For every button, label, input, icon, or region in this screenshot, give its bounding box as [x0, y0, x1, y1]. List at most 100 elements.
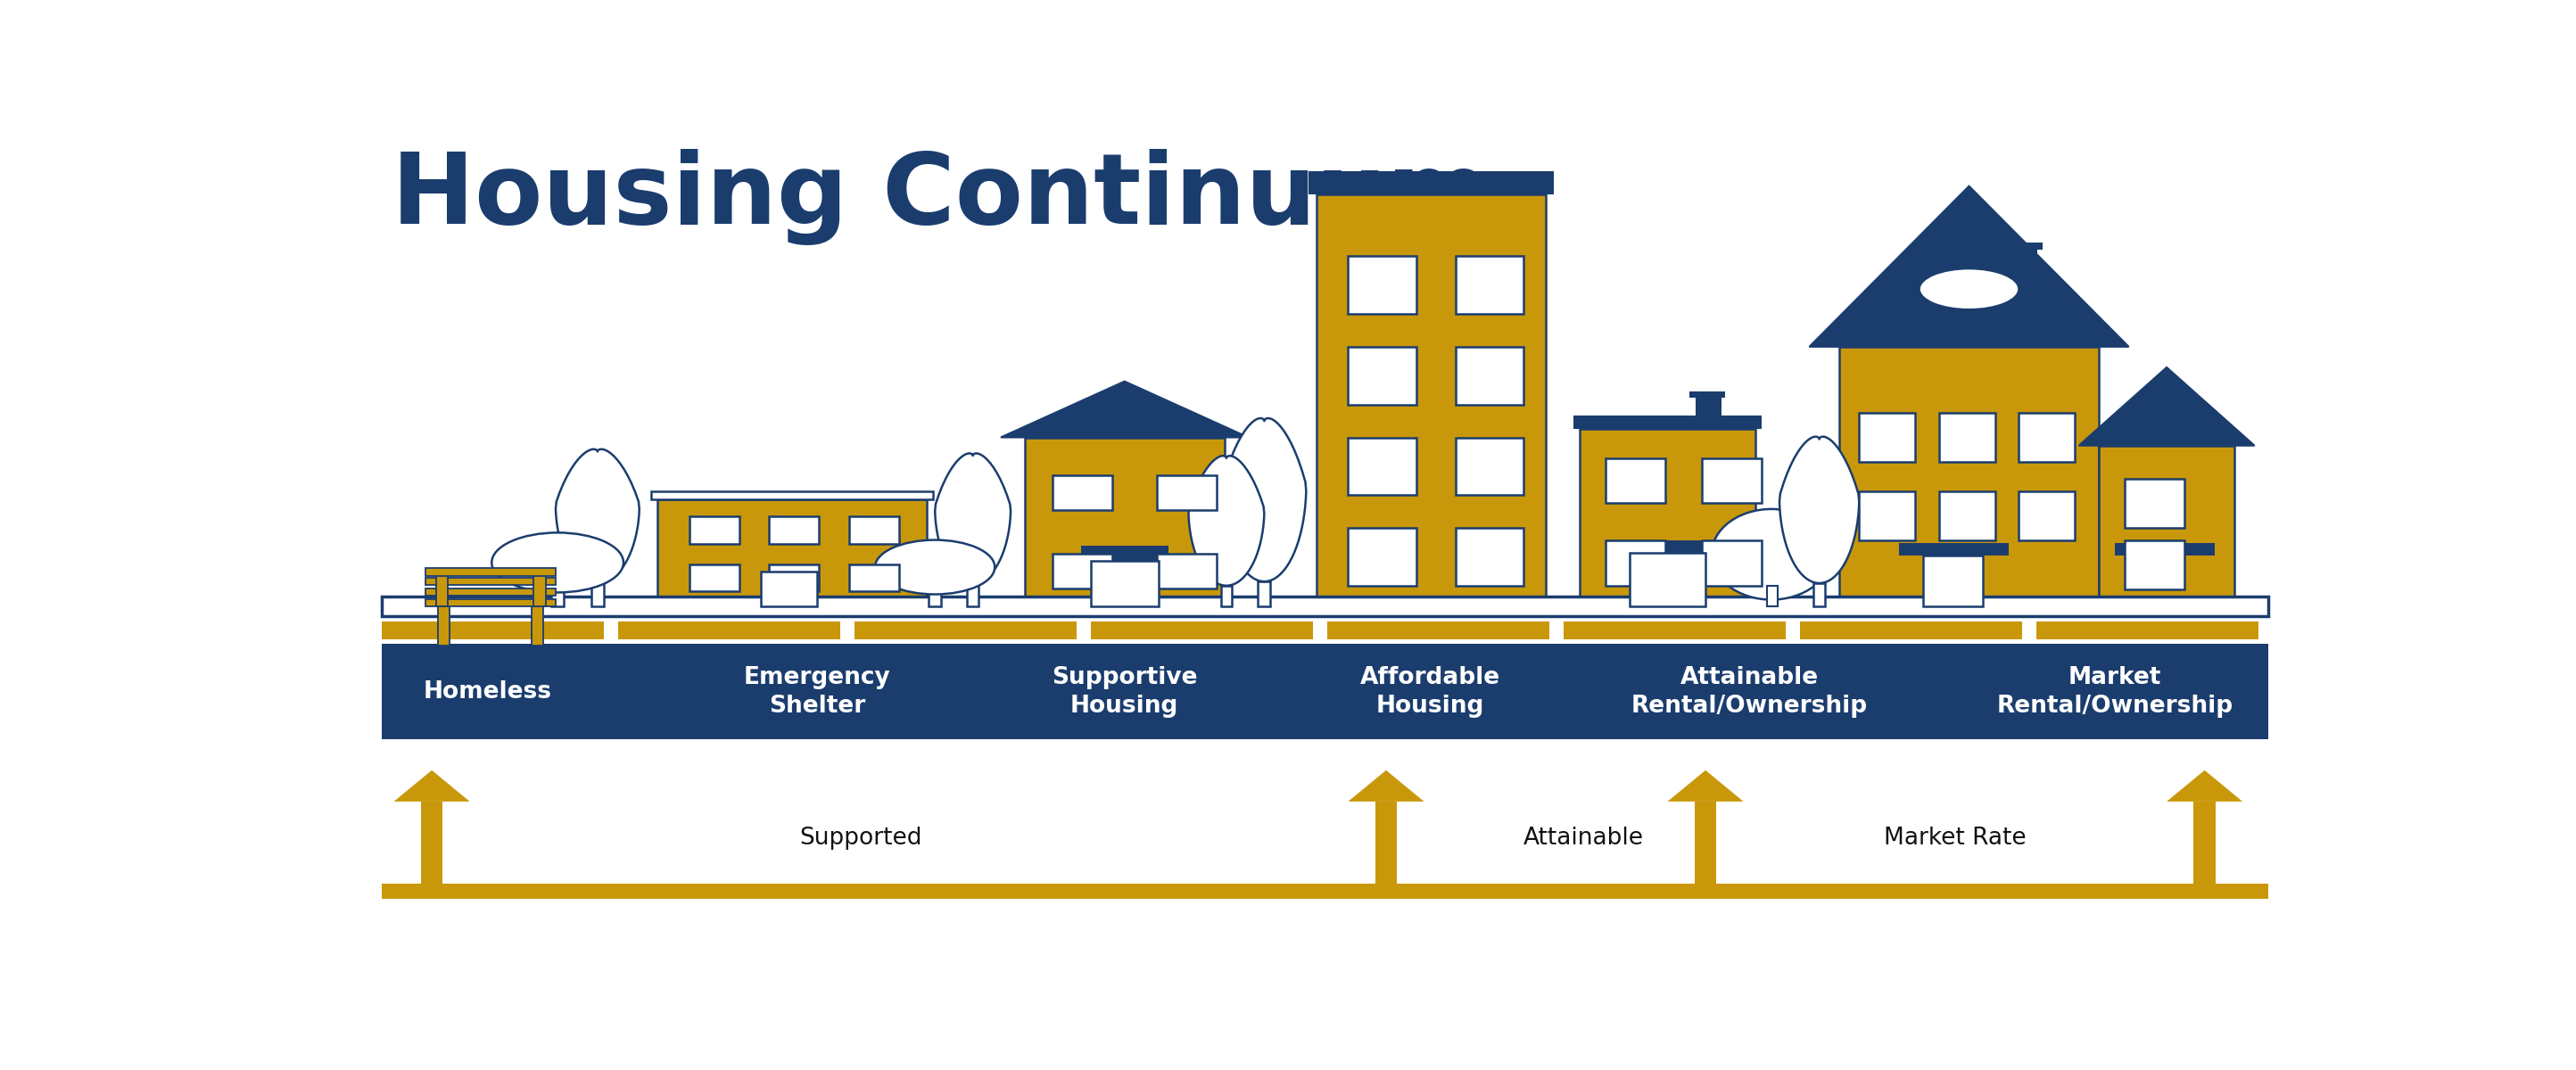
Bar [1376, 801, 1396, 884]
Bar [1455, 438, 1525, 495]
Bar [1316, 195, 1546, 607]
Text: Affordable
Housing: Affordable Housing [1360, 666, 1499, 717]
Ellipse shape [876, 540, 994, 594]
Bar [381, 596, 2269, 616]
Polygon shape [556, 449, 639, 583]
Bar [1221, 585, 1231, 607]
Ellipse shape [1710, 509, 1832, 599]
Bar [657, 499, 927, 607]
Polygon shape [1808, 186, 2128, 347]
Bar [1090, 621, 1314, 639]
Bar [690, 564, 739, 592]
Bar [1940, 413, 1994, 462]
Bar [425, 599, 556, 607]
Bar [1615, 540, 1716, 553]
Bar [855, 621, 1077, 639]
Bar [618, 621, 840, 639]
Bar [531, 607, 544, 646]
Bar [762, 571, 817, 607]
Bar [1327, 621, 1551, 639]
Bar [425, 588, 556, 596]
Bar [425, 568, 556, 576]
Text: Homeless: Homeless [422, 679, 551, 703]
Bar [1860, 413, 1914, 462]
Polygon shape [935, 454, 1010, 583]
Bar [1839, 347, 2099, 607]
Bar [1605, 540, 1667, 585]
Bar [1574, 416, 1762, 429]
Bar [1695, 393, 1721, 416]
Bar [1767, 585, 1777, 607]
Bar [551, 585, 564, 607]
Bar [1347, 528, 1417, 585]
Bar [1455, 528, 1525, 585]
Bar [1090, 561, 1159, 607]
Bar [1703, 458, 1762, 503]
Bar [2099, 445, 2233, 607]
Polygon shape [1780, 437, 1860, 583]
Bar [2125, 478, 2184, 528]
Bar [1455, 256, 1525, 314]
Bar [1579, 429, 1754, 607]
Text: Emergency
Shelter: Emergency Shelter [744, 666, 891, 717]
Bar [435, 569, 448, 607]
Bar [381, 644, 2269, 739]
Bar [770, 517, 819, 544]
Bar [2125, 540, 2184, 590]
Polygon shape [1224, 418, 1306, 582]
Polygon shape [1667, 770, 1744, 801]
Bar [425, 578, 556, 585]
Bar [1703, 540, 1762, 585]
Text: Supportive
Housing: Supportive Housing [1051, 666, 1198, 717]
Bar [2195, 801, 2215, 884]
Bar [1082, 546, 1170, 561]
Bar [1455, 347, 1525, 404]
Bar [2004, 243, 2043, 249]
Bar [1690, 392, 1726, 398]
Bar [1347, 256, 1417, 314]
Text: Attainable: Attainable [1522, 827, 1643, 851]
Bar [966, 583, 979, 607]
Bar [770, 564, 819, 592]
Bar [1157, 553, 1216, 588]
Text: Attainable
Rental/Ownership: Attainable Rental/Ownership [1631, 666, 1868, 717]
Bar [1631, 553, 1705, 607]
Bar [652, 491, 933, 499]
Bar [592, 583, 603, 607]
Polygon shape [1347, 770, 1425, 801]
Bar [1924, 555, 1984, 607]
Bar [381, 621, 605, 639]
Bar [438, 607, 451, 646]
Bar [1899, 542, 2009, 555]
Bar [1605, 458, 1667, 503]
Bar [1564, 621, 1785, 639]
Polygon shape [999, 381, 1249, 438]
Bar [2009, 244, 2038, 280]
Bar [533, 569, 546, 607]
Bar [2035, 621, 2259, 639]
Bar [1025, 438, 1224, 607]
Polygon shape [2166, 770, 2244, 801]
Bar [690, 517, 739, 544]
Text: Supported: Supported [799, 827, 922, 851]
Polygon shape [394, 770, 469, 801]
Bar [1309, 171, 1553, 195]
Text: Market
Rental/Ownership: Market Rental/Ownership [1996, 666, 2233, 717]
Bar [850, 517, 899, 544]
Bar [850, 564, 899, 592]
Bar [930, 588, 940, 607]
Text: Market Rate: Market Rate [1883, 827, 2027, 851]
Text: Housing Continuum: Housing Continuum [392, 149, 1492, 245]
Polygon shape [1188, 456, 1265, 585]
Bar [1054, 475, 1113, 510]
Bar [1157, 475, 1216, 510]
Bar [1940, 491, 1994, 540]
Circle shape [1919, 269, 2020, 309]
Bar [1347, 347, 1417, 404]
Bar [1347, 438, 1417, 495]
Bar [1054, 553, 1113, 588]
Bar [1814, 583, 1826, 607]
Ellipse shape [492, 533, 623, 593]
Bar [1257, 582, 1270, 607]
Bar [420, 801, 443, 884]
